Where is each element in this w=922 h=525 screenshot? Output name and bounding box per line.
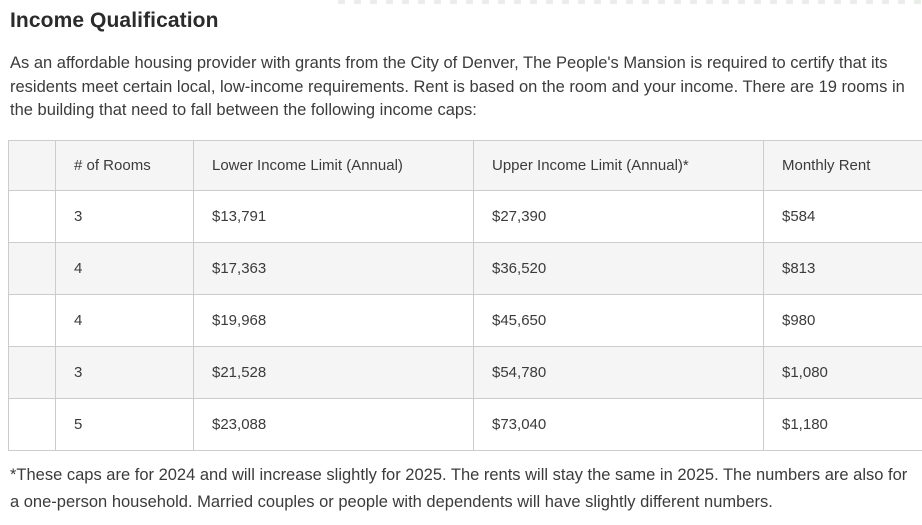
table-row: 3 $21,528 $54,780 $1,080 [8,345,922,399]
table-cell: $13,791 [193,189,474,243]
table-cell: $1,180 [763,397,922,451]
table-row: 3 $13,791 $27,390 $584 [8,189,922,243]
table-cell: $45,650 [473,293,764,347]
table-row: 4 $19,968 $45,650 $980 [8,293,922,347]
table-cell: $813 [763,241,922,295]
table-body: 3 $13,791 $27,390 $584 4 $17,363 $36,520 $813 4 $… [8,189,922,451]
table-cell: 4 [55,293,194,347]
table-cell: $21,528 [193,345,474,399]
intro-paragraph: As an affordable housing provider with g… [10,54,905,119]
table-cell: $36,520 [473,241,764,295]
table-cell: $980 [763,293,922,347]
column-header: Lower Income Limit (Annual) [193,139,474,191]
table-cell: 5 [55,397,194,451]
table-cell: $23,088 [193,397,474,451]
table-header-row: # of Rooms Lower Income Limit (Annual) Upp… [8,139,922,191]
footnote-paragraph: *These caps are for 2024 and will increa… [10,465,908,511]
table-header: # of Rooms Lower Income Limit (Annual) Upp… [8,139,922,191]
table-cell: 4 [55,241,194,295]
table-cell: 3 [55,345,194,399]
table-cell: 3 [55,189,194,243]
table-cell: $27,390 [473,189,764,243]
table-cell: $584 [763,189,922,243]
cropped-content-top-edge [338,0,922,4]
table-row: 5 $23,088 $73,040 $1,180 [8,397,922,451]
table-cell [8,241,56,295]
page-title: Income Qualification [10,9,219,32]
column-header [8,139,56,191]
table-cell [8,345,56,399]
table-cell: $73,040 [473,397,764,451]
table-cell [8,189,56,243]
table-cell: $54,780 [473,345,764,399]
column-header: # of Rooms [55,139,194,191]
income-limits-table: # of Rooms Lower Income Limit (Annual) Upp… [8,139,922,451]
table-cell: $17,363 [193,241,474,295]
table-row: 4 $17,363 $36,520 $813 [8,241,922,295]
table-cell: $19,968 [193,293,474,347]
column-header: Monthly Rent [763,139,922,191]
column-header: Upper Income Limit (Annual)* [473,139,764,191]
table-cell [8,293,56,347]
table-cell [8,397,56,451]
table-cell: $1,080 [763,345,922,399]
